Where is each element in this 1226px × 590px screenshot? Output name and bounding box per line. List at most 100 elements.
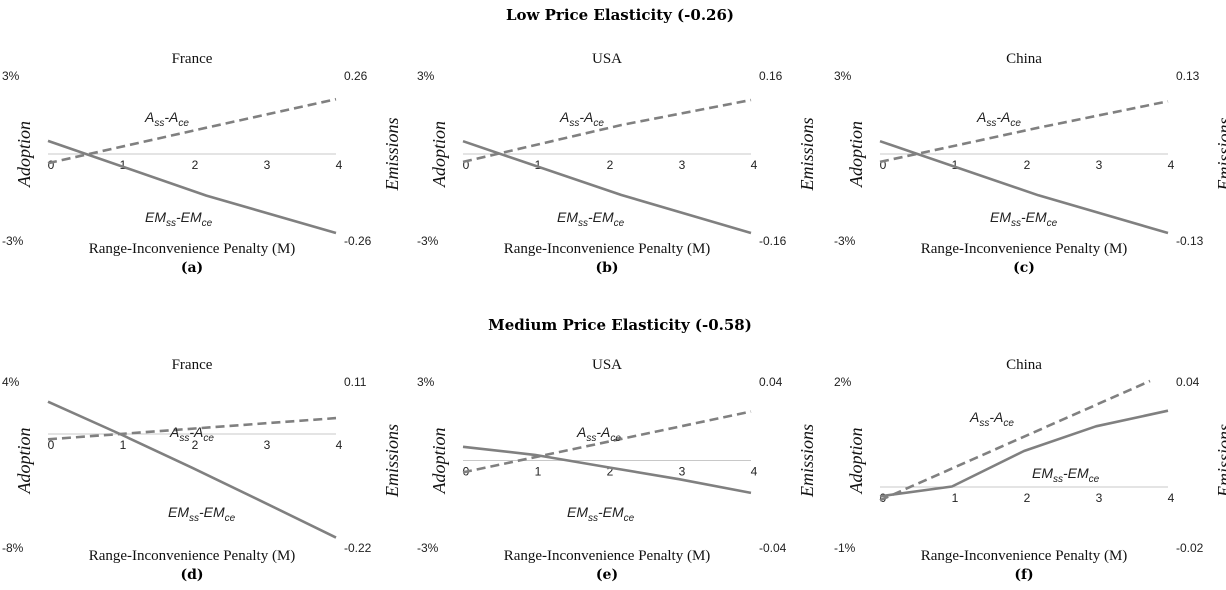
left-axis-max-label: 4%	[2, 375, 20, 389]
panel-title: China	[1006, 51, 1042, 67]
panel-title: France	[172, 357, 213, 373]
x-tick-label: 2	[192, 158, 199, 172]
y-axis-left-title: Adoption	[429, 428, 449, 495]
x-tick-label: 0	[880, 158, 887, 172]
y-axis-left-title: Adoption	[846, 428, 866, 495]
x-tick-label: 1	[120, 438, 127, 452]
x-tick-label: 0	[48, 438, 55, 452]
y-axis-left-title: Adoption	[846, 121, 866, 188]
x-tick-label: 1	[952, 491, 959, 505]
adoption-series-line	[47, 416, 337, 441]
right-axis-min-label: -0.04	[759, 541, 787, 555]
left-axis-max-label: 2%	[834, 375, 852, 389]
x-axis-title: Range-Inconvenience Penalty (M)	[504, 548, 711, 564]
section-title-low: Low Price Elasticity (-0.26)	[506, 6, 734, 24]
x-tick-label: 4	[751, 158, 758, 172]
x-tick-label: 3	[264, 158, 271, 172]
x-tick-label: 4	[336, 438, 343, 452]
section-title-medium: Medium Price Elasticity (-0.58)	[488, 316, 752, 334]
y-axis-right-title: Emissions	[797, 117, 817, 191]
panel-letter: (d)	[180, 567, 203, 583]
y-axis-left-title: Adoption	[429, 121, 449, 188]
left-axis-max-label: 3%	[2, 69, 20, 83]
adoption-series-line	[879, 100, 1169, 164]
y-axis-left-title: Adoption	[14, 428, 34, 495]
left-axis-max-label: 3%	[417, 375, 435, 389]
x-axis-title: Range-Inconvenience Penalty (M)	[921, 241, 1128, 257]
adoption-series-label: Ass-Ace	[976, 109, 1021, 129]
x-tick-label: 1	[535, 158, 542, 172]
x-tick-label: 1	[952, 158, 959, 172]
emissions-series-line	[47, 400, 337, 539]
panel-title: USA	[592, 357, 622, 373]
x-tick-label: 3	[1096, 491, 1103, 505]
emissions-series-label: EMss-EMce	[168, 504, 236, 524]
emissions-series-line	[462, 445, 752, 495]
x-tick-label: 0	[48, 158, 55, 172]
left-axis-min-label: -3%	[417, 234, 439, 248]
x-tick-label: 2	[607, 158, 614, 172]
x-tick-label: 3	[264, 438, 271, 452]
panel-letter: (b)	[595, 260, 618, 276]
x-tick-label: 2	[607, 465, 614, 479]
emissions-series-line	[462, 139, 752, 235]
x-axis-title: Range-Inconvenience Penalty (M)	[921, 548, 1128, 564]
y-axis-right-title: Emissions	[797, 424, 817, 498]
adoption-series-label: Ass-Ace	[169, 424, 214, 444]
panel-title: China	[1006, 357, 1042, 373]
x-tick-label: 2	[192, 438, 199, 452]
y-axis-right-title: Emissions	[382, 424, 402, 498]
adoption-series-label: Ass-Ace	[144, 109, 189, 129]
left-axis-max-label: 3%	[417, 69, 435, 83]
emissions-series-label: EMss-EMce	[145, 209, 213, 229]
x-axis-title: Range-Inconvenience Penalty (M)	[89, 548, 296, 564]
emissions-series-label: EMss-EMce	[990, 209, 1058, 229]
left-axis-max-label: 3%	[834, 69, 852, 83]
y-axis-left-title: Adoption	[14, 121, 34, 188]
panel-letter: (c)	[1013, 260, 1035, 276]
panel-letter: (a)	[181, 260, 203, 276]
left-axis-min-label: -3%	[2, 234, 24, 248]
adoption-series-label: Ass-Ace	[969, 409, 1014, 429]
x-tick-label: 0	[463, 158, 470, 172]
panel-title: France	[172, 51, 213, 67]
panel-title: USA	[592, 51, 622, 67]
x-tick-label: 4	[751, 465, 758, 479]
chart-panel-d: France 0 1 2 3 4 4% -8% 0.11 -0.22 Adoption Emissio…	[2, 357, 402, 583]
y-axis-right-title: Emissions	[382, 117, 402, 191]
right-axis-min-label: -0.26	[344, 234, 372, 248]
y-axis-right-title: Emissions	[1214, 117, 1226, 191]
chart-panel-b: USA 0 1 2 3 4 3% -3% 0.16 -0.16 Adoption Emissions R…	[417, 51, 817, 276]
right-axis-min-label: -0.13	[1176, 234, 1204, 248]
emissions-series-line	[879, 139, 1169, 235]
adoption-series-line	[462, 98, 752, 164]
right-axis-min-label: -0.22	[344, 541, 372, 555]
x-tick-label: 4	[1168, 158, 1175, 172]
right-axis-max-label: 0.04	[759, 375, 783, 389]
right-axis-min-label: -0.16	[759, 234, 787, 248]
emissions-series-label: EMss-EMce	[1032, 465, 1100, 485]
left-axis-min-label: -1%	[834, 541, 856, 555]
adoption-series-line	[47, 97, 337, 165]
right-axis-max-label: 0.26	[344, 69, 368, 83]
chart-panel-c: China 0 1 2 3 4 3% -3% 0.13 -0.13 Adoption Emission…	[834, 51, 1226, 276]
x-tick-label: 1	[120, 158, 127, 172]
panel-letter: (f)	[1014, 567, 1033, 583]
emissions-series-line	[47, 139, 337, 235]
x-tick-label: 3	[1096, 158, 1103, 172]
chart-panel-a: France 0 1 2 3 4 3% -3% 0.26 -0.26 Adoption Emissio…	[2, 51, 402, 276]
adoption-series-label: Ass-Ace	[559, 109, 604, 129]
x-tick-label: 3	[679, 158, 686, 172]
adoption-series-label: Ass-Ace	[576, 424, 621, 444]
left-axis-min-label: -8%	[2, 541, 24, 555]
x-tick-label: 4	[1168, 491, 1175, 505]
right-axis-max-label: 0.16	[759, 69, 783, 83]
left-axis-min-label: -3%	[417, 541, 439, 555]
right-axis-min-label: -0.02	[1176, 541, 1204, 555]
adoption-series-line	[879, 379, 1151, 502]
emissions-series-label: EMss-EMce	[557, 209, 625, 229]
panel-letter: (e)	[596, 567, 618, 583]
